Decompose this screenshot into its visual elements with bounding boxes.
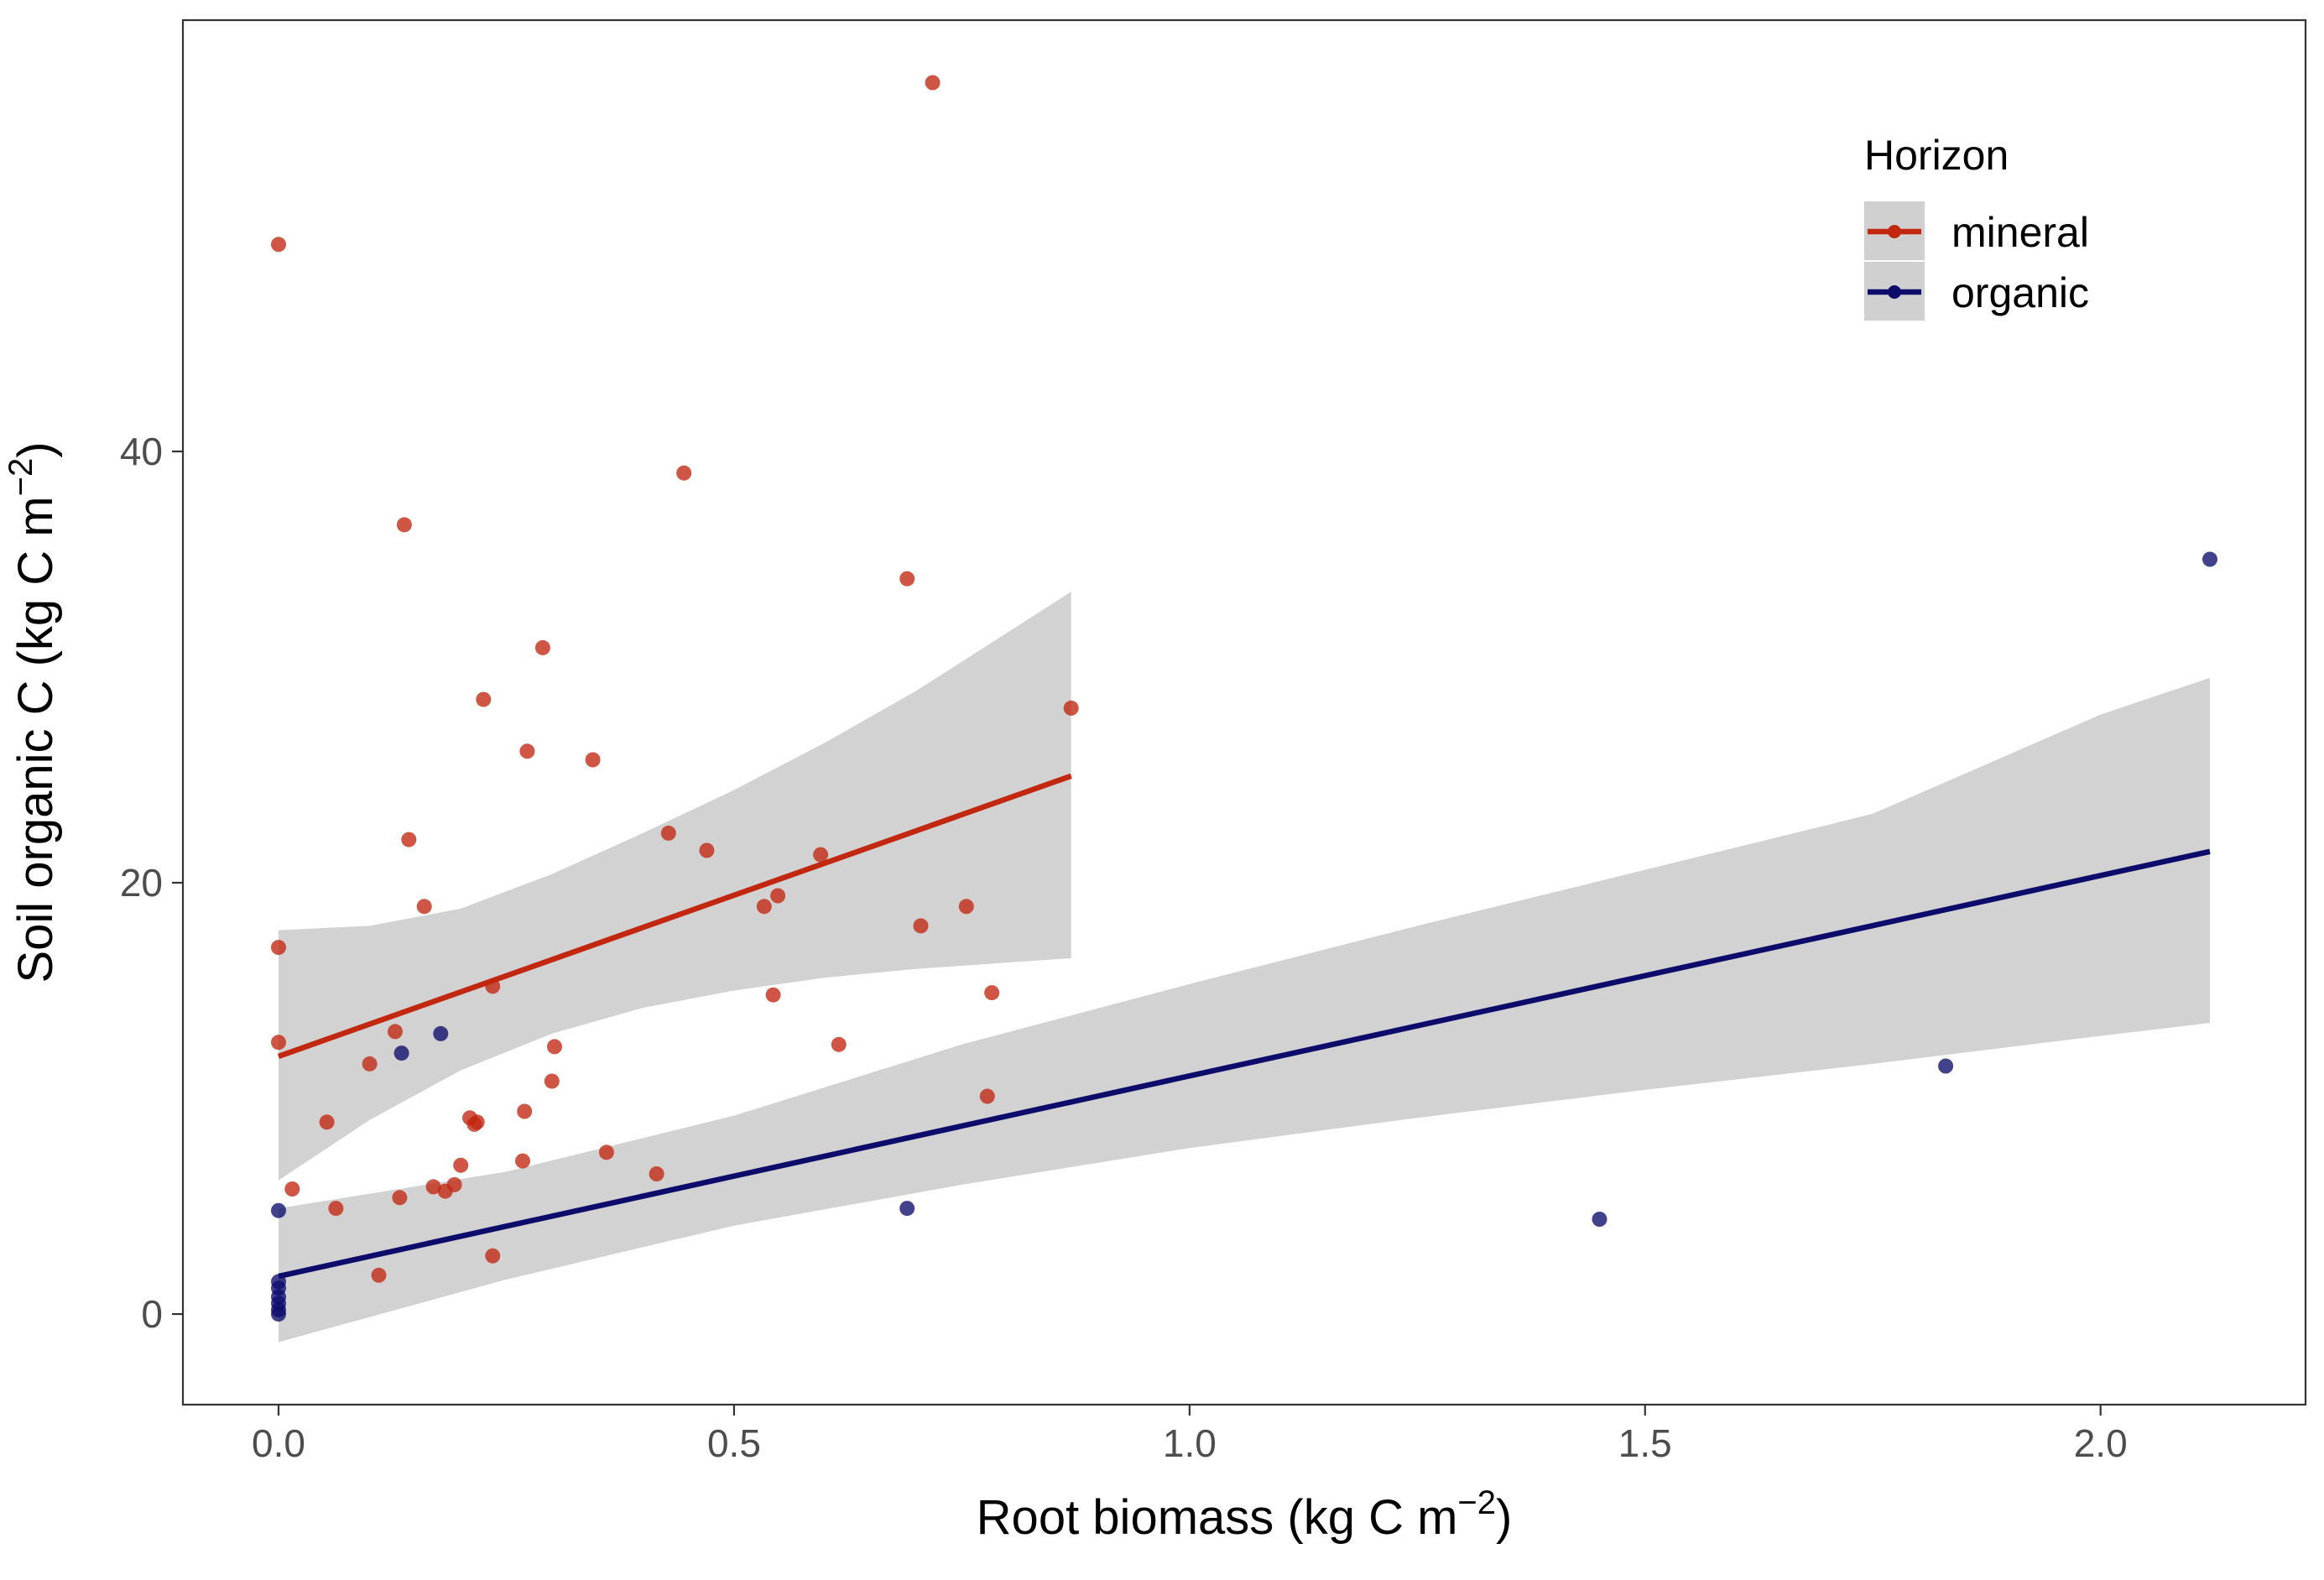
point-organic [271, 1202, 286, 1218]
point-mineral [979, 1088, 995, 1104]
point-mineral [517, 1103, 533, 1119]
point-mineral [534, 639, 550, 655]
point-mineral [899, 571, 915, 587]
legend-key-point-mineral [1888, 225, 1901, 238]
point-mineral [485, 978, 501, 994]
x-axis-title-sup: −2 [1457, 1484, 1496, 1521]
point-mineral [328, 1201, 344, 1217]
panel-border [181, 18, 2307, 1406]
point-mineral [271, 237, 286, 253]
point-mineral [396, 517, 412, 533]
point-organic [2202, 551, 2217, 567]
point-organic [1592, 1212, 1608, 1227]
x-axis-title-main: Root biomass (kg C m [977, 1490, 1458, 1545]
point-mineral [476, 691, 492, 707]
point-organic [393, 1046, 409, 1061]
x-tick-label: 1.5 [1618, 1421, 1672, 1465]
point-mineral [913, 918, 929, 934]
point-mineral [271, 1035, 286, 1051]
point-mineral [371, 1267, 387, 1283]
y-axis-title-close: ) [8, 441, 63, 457]
point-mineral [984, 985, 1000, 1001]
point-mineral [756, 899, 772, 915]
x-tick-label: 1.0 [1163, 1421, 1217, 1465]
y-axis-title-sup: −2 [3, 458, 39, 497]
point-mineral [362, 1056, 378, 1072]
point-mineral [271, 940, 286, 956]
point-mineral [649, 1166, 664, 1181]
y-axis-title-main: Soil organic C (kg C m [8, 496, 63, 983]
ribbon-mineral [279, 592, 1071, 1181]
x-axis-title-close: ) [1496, 1490, 1512, 1545]
point-mineral [699, 842, 715, 858]
point-mineral [425, 1179, 441, 1195]
point-mineral [453, 1157, 469, 1173]
point-mineral [765, 987, 781, 1003]
point-mineral [319, 1114, 335, 1130]
point-mineral [416, 899, 432, 915]
point-mineral [770, 888, 786, 904]
point-mineral [392, 1190, 408, 1206]
point-mineral [660, 825, 676, 841]
legend-title: Horizon [1864, 132, 2009, 179]
point-organic [1938, 1058, 1954, 1074]
point-mineral [446, 1176, 462, 1192]
point-mineral [469, 1114, 485, 1130]
point-mineral [925, 75, 941, 91]
point-mineral [485, 1248, 501, 1264]
point-organic [271, 1306, 286, 1322]
point-mineral [519, 743, 535, 759]
fit-lines [277, 773, 2211, 1280]
ribbon-organic [279, 677, 2210, 1343]
legend-label-mineral: mineral [1951, 209, 2089, 256]
point-mineral [958, 899, 974, 915]
x-tick-label: 0.5 [707, 1421, 761, 1465]
y-axis: 0 20 40 [120, 430, 183, 1336]
point-mineral [544, 1073, 560, 1089]
point-organic [433, 1025, 449, 1041]
legend: Horizon mineral organic [1864, 132, 2089, 321]
data-points [271, 75, 2217, 1322]
x-axis-title: Root biomass (kg C m−2) [977, 1484, 1513, 1545]
point-mineral [831, 1036, 847, 1052]
point-organic [899, 1201, 915, 1217]
point-mineral [547, 1039, 562, 1055]
legend-key-point-organic [1888, 285, 1901, 299]
point-mineral [1063, 700, 1079, 716]
point-mineral [598, 1145, 614, 1160]
x-tick-label: 0.0 [252, 1421, 305, 1465]
point-mineral [515, 1153, 530, 1169]
point-mineral [585, 752, 601, 768]
fit-line-mineral [277, 773, 1072, 1059]
y-tick-label: 20 [120, 861, 163, 905]
y-tick-label: 0 [141, 1292, 163, 1336]
y-tick-label: 40 [120, 430, 163, 473]
x-tick-label: 2.0 [2074, 1421, 2128, 1465]
x-axis: 0.0 0.5 1.0 1.5 2.0 [252, 1405, 2128, 1465]
point-mineral [284, 1181, 300, 1197]
y-axis-title: Soil organic C (kg C m−2) [3, 441, 63, 983]
confidence-ribbons [279, 592, 2210, 1343]
point-mineral [388, 1024, 403, 1040]
legend-label-organic: organic [1951, 269, 2089, 316]
point-mineral [676, 465, 692, 481]
point-mineral [813, 847, 829, 863]
point-mineral [401, 832, 417, 847]
fit-line-organic [278, 848, 2211, 1280]
